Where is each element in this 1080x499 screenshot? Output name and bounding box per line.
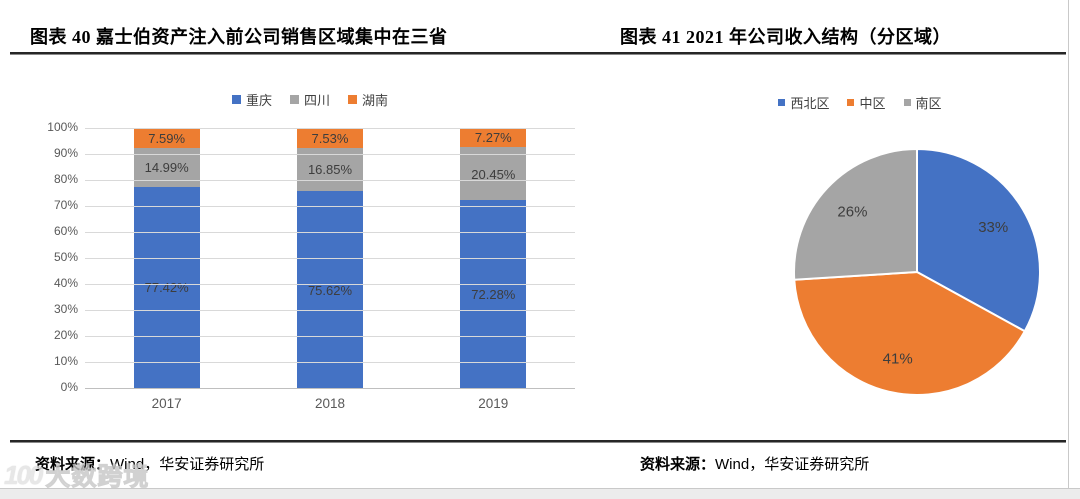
gridline [85, 309, 575, 311]
bar-segment [296, 128, 363, 148]
x-axis-tick-label: 2019 [478, 396, 509, 411]
legend-marker [778, 99, 786, 106]
y-axis-tick-label: 70% [53, 198, 78, 212]
bar-segment-label: 75.62% [307, 282, 353, 298]
bar-segment-label: 7.27% [474, 130, 512, 146]
bar-segment [460, 200, 527, 388]
y-axis-tick-label: 10% [53, 354, 78, 368]
pie-slice-label: 41% [883, 350, 913, 367]
pie-slice-中区 [793, 270, 1027, 396]
y-axis-tick-label: 40% [53, 276, 78, 290]
source-note-right: 资料来源：Wind，华安证券研究所 [640, 453, 869, 474]
gridline [85, 257, 575, 259]
x-axis-tick-label: 2018 [314, 396, 345, 411]
bar-segment [133, 186, 200, 388]
source-text: Wind，华安证券研究所 [110, 456, 265, 473]
source-divider-rule [10, 440, 1066, 443]
legend-item: 中区 [847, 93, 886, 112]
gridline [85, 283, 575, 285]
bar-segment-label: 7.53% [311, 130, 349, 146]
legend-item: 西北区 [778, 93, 829, 112]
gridline [85, 127, 575, 129]
bars-row: 77.42% 14.99% 7.59% 75.62% 16.85% 7.53% 72.28%… [85, 128, 575, 388]
legend-item-label: 重庆 [245, 93, 272, 108]
legend-item-label: 中区 [859, 96, 886, 111]
legend-marker [231, 95, 241, 104]
y-axis-tick-label: 50% [53, 250, 78, 264]
pie-slice-label: 26% [837, 203, 867, 220]
legend-item-label: 西北区 [790, 96, 830, 111]
gridline [85, 361, 575, 363]
bar-column: 72.28% 20.45% 7.27% [460, 128, 527, 388]
gridline [85, 179, 575, 181]
legend-marker [289, 95, 299, 104]
figure-41-title: 图表 41 2021 年公司收入结构（分区域） [620, 27, 951, 47]
pie-chart-legend: 西北区 中区 南区 [650, 93, 1070, 112]
legend-marker [847, 99, 855, 106]
gridline [85, 335, 575, 337]
bar-segment-label: 72.28% [471, 287, 516, 303]
bar-segment [460, 128, 527, 147]
y-axis-tick-label: 100% [47, 120, 78, 134]
figure-40-title: 图表 40 嘉士伯资产注入前公司销售区域集中在三省 [30, 27, 448, 47]
bar-segment-label: 20.45% [471, 166, 516, 182]
legend-item: 南区 [903, 93, 942, 112]
gridline [85, 231, 575, 233]
bar-segment [296, 191, 363, 388]
gridline [85, 153, 575, 155]
pie-graphic: 33% 41% 26% [793, 147, 1041, 396]
page-edge-right [1068, 0, 1069, 489]
pie-slice-西北区 [916, 147, 1041, 333]
source-text: Wind，华安证券研究所 [715, 456, 870, 473]
legend-item-label: 南区 [915, 96, 942, 111]
x-axis-tick-label: 2017 [151, 396, 182, 411]
pie-slice-南区 [793, 147, 918, 281]
pie-slice-label: 33% [978, 219, 1008, 236]
bar-segment [133, 128, 200, 148]
legend-marker [903, 99, 911, 106]
bar-x-axis-labels: 2017 2018 2019 [85, 396, 575, 411]
y-axis-tick-label: 0% [60, 380, 78, 394]
bar-chart-legend: 重庆 四川 湖南 [30, 90, 590, 109]
bar-segment-label: 16.85% [307, 162, 353, 178]
legend-item: 重庆 [231, 90, 272, 109]
legend-item-label: 四川 [303, 93, 330, 108]
bar-column: 75.62% 16.85% 7.53% [296, 128, 363, 388]
y-axis-tick-label: 20% [53, 328, 78, 342]
legend-marker [348, 95, 357, 104]
stacked-bar-chart: 重庆 四川 湖南 77.42% 14.99% 7.59% 75.62% 16.85% 7.53… [30, 80, 590, 420]
source-label: 资料来源： [640, 457, 716, 473]
gridline [85, 387, 575, 389]
bar-segment-label: 14.99% [144, 160, 189, 176]
source-label: 资料来源： [35, 457, 111, 473]
gridline [85, 205, 575, 207]
title-divider-rule [10, 52, 1066, 55]
legend-item: 四川 [289, 90, 330, 109]
source-note-left: 资料来源：Wind，华安证券研究所 [35, 453, 264, 474]
bar-segment [296, 147, 363, 192]
y-axis-tick-label: 30% [53, 302, 78, 316]
legend-item-label: 湖南 [362, 93, 389, 108]
y-axis-tick-label: 80% [53, 172, 78, 186]
bar-plot-area: 77.42% 14.99% 7.59% 75.62% 16.85% 7.53% 72.28%… [47, 120, 575, 394]
y-axis-tick-label: 90% [53, 146, 78, 160]
page-edge-bottom [0, 488, 1080, 499]
legend-item: 湖南 [348, 90, 388, 109]
pie-chart: 西北区 中区 南区 33% 41% 26% [650, 80, 1070, 430]
bar-segment [460, 146, 527, 201]
bar-segment-label: 7.59% [148, 130, 186, 146]
y-axis-tick-label: 60% [53, 224, 78, 238]
